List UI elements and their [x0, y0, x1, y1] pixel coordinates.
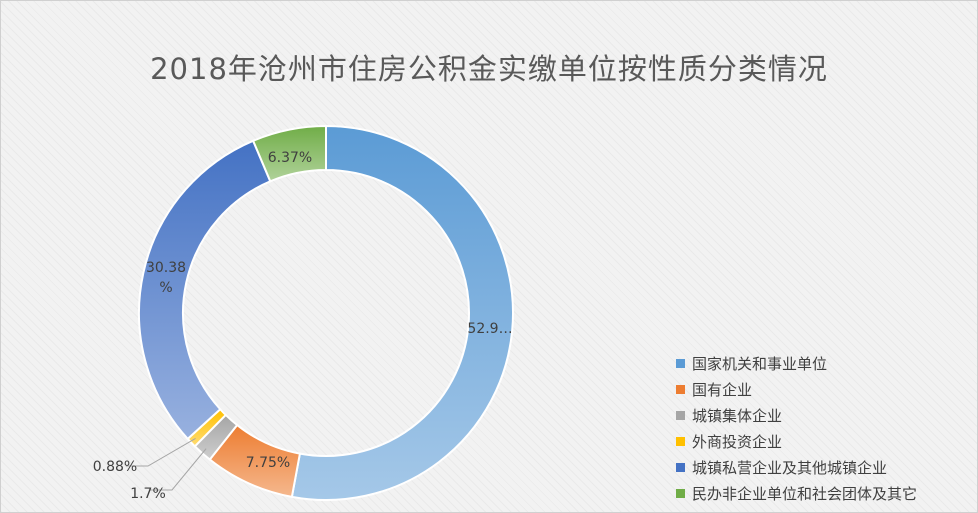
legend-label: 城镇私营企业及其他城镇企业: [692, 458, 888, 477]
data-label-1: 52.9…: [467, 321, 512, 337]
data-label-3: 1.7%: [130, 486, 166, 502]
legend-item: 民办非企业单位和社会团体及其它: [676, 480, 917, 506]
donut-slice-1: [290, 124, 514, 501]
chart-legend: 国家机关和事业单位 国有企业城镇集体企业 外商投资企业城镇私营企业及其他城镇企业民办…: [676, 350, 917, 506]
legend-item: 国家机关和事业单位: [676, 350, 917, 376]
data-label-2: 7.75%: [246, 455, 290, 471]
leader-line-3: [150, 448, 207, 491]
legend-label: 民办非企业单位和社会团体及其它: [692, 484, 918, 503]
legend-swatch: [676, 410, 685, 420]
chart-title: 2018年沧州市住房公积金实缴单位按性质分类情况: [150, 52, 828, 86]
legend-label: 城镇集体企业: [692, 406, 783, 425]
legend-item: 城镇集体企业: [676, 402, 917, 428]
data-label-6: 6.37%: [268, 150, 312, 166]
legend-label: 外商投资企业: [692, 432, 783, 451]
legend-swatch: [676, 436, 685, 446]
data-label-4: 0.88%: [93, 459, 137, 475]
leader-line-4: [126, 438, 196, 467]
legend-swatch: [676, 358, 685, 368]
legend-item: 城镇私营企业及其他城镇企业: [676, 454, 917, 480]
legend-label: 国有企业: [692, 380, 753, 399]
legend-swatch: [676, 488, 685, 498]
legend-item: 外商投资企业: [676, 428, 917, 454]
legend-swatch: [676, 384, 685, 394]
legend-item: 国有企业: [676, 376, 917, 402]
donut-slice-6: [251, 124, 327, 183]
legend-label: 国家机关和事业单位: [692, 354, 828, 373]
data-label-5: 30.38%: [146, 260, 186, 296]
legend-swatch: [676, 462, 685, 472]
